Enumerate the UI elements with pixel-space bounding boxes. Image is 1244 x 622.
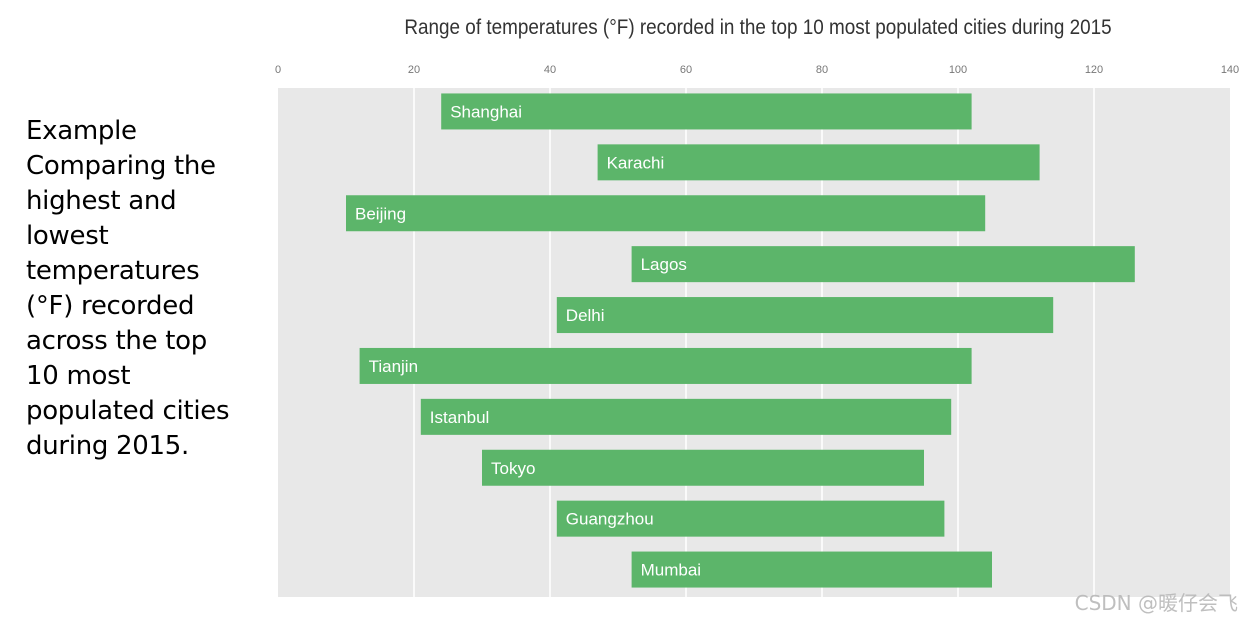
description-line: Example: [26, 116, 137, 146]
x-tick-label: 20: [408, 64, 420, 76]
range-bar: [556, 297, 1054, 334]
x-tick-label: 0: [275, 64, 281, 76]
x-tick-label: 60: [680, 64, 692, 76]
x-tick-label: 80: [816, 64, 828, 76]
bar-label: Guangzhou: [566, 510, 654, 529]
x-tick-label: 120: [1085, 64, 1103, 76]
range-bar: [482, 449, 924, 486]
bar-label: Karachi: [607, 153, 665, 172]
x-tick-label: 40: [544, 64, 556, 76]
bar-label: Tokyo: [491, 459, 535, 478]
bar-label: Mumbai: [641, 561, 701, 580]
range-bar: [441, 93, 972, 130]
range-bar: [597, 144, 1040, 181]
range-bar: [631, 246, 1135, 283]
description-line: populated cities: [26, 396, 230, 426]
bar-label: Lagos: [641, 255, 687, 274]
description-line: across the top: [26, 326, 207, 356]
description-line: Comparing the: [26, 151, 216, 181]
bar-label: Shanghai: [450, 102, 522, 121]
description-text: Example Comparing the highest and lowest tem…: [26, 114, 246, 464]
x-tick-label: 100: [949, 64, 967, 76]
bar-label: Delhi: [566, 306, 605, 325]
description-line: (°F) recorded: [26, 291, 195, 321]
description-line: during 2015.: [26, 431, 189, 461]
bar-label: Tianjin: [369, 357, 418, 376]
chart-title: Range of temperatures (°F) recorded in t…: [404, 16, 1112, 39]
range-bar: [346, 195, 986, 232]
range-bar: [420, 398, 952, 435]
description-line: highest and: [26, 186, 177, 216]
description-line: lowest: [26, 221, 109, 251]
bar-label: Beijing: [355, 204, 406, 223]
range-bar: [556, 500, 945, 537]
description-line: temperatures: [26, 256, 200, 286]
bar-label: Istanbul: [430, 408, 490, 427]
x-tick-label: 140: [1221, 64, 1239, 76]
description-line: 10 most: [26, 361, 131, 391]
range-bar: [359, 347, 972, 384]
watermark: CSDN @暖仔会飞: [1074, 591, 1238, 615]
range-bar: [631, 551, 992, 588]
